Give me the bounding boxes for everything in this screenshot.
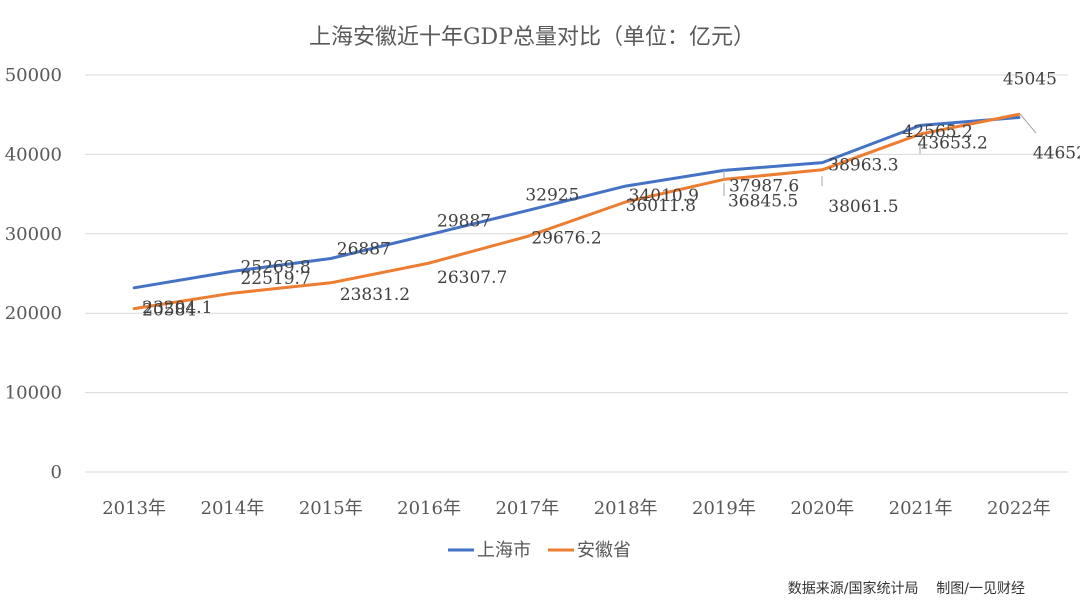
x-tick-label: 2016年: [397, 498, 461, 519]
data-label: 23831.2: [340, 285, 410, 305]
x-tick-label: 2022年: [987, 498, 1051, 519]
data-label: 38963.3: [828, 156, 898, 176]
data-label: 26307.7: [437, 268, 507, 288]
x-tick-label: 2015年: [299, 498, 363, 519]
label-leader-lines: [723, 113, 1037, 196]
data-labels: 23204.1 25269.8 26887 29887 32925 36011.8 3798…: [142, 69, 1080, 320]
data-label: 23204.1: [142, 298, 212, 318]
data-label: 43653.2: [918, 133, 988, 153]
y-tick-label: 20000: [5, 303, 62, 324]
grid-lines: [85, 74, 1068, 473]
y-tick-label: 10000: [5, 383, 62, 404]
legend: 上海市 安徽省: [448, 540, 631, 561]
chart-title: 上海安徽近十年GDP总量对比（单位：亿元）: [309, 25, 755, 50]
data-label: 26887: [337, 240, 391, 260]
y-tick-label: 0: [51, 462, 62, 483]
x-tick-label: 2014年: [201, 498, 265, 519]
data-label: 36845.5: [728, 191, 798, 211]
x-axis-ticks: 2013年 2014年 2015年 2016年 2017年 2018年 2019年 2020年…: [102, 498, 1051, 519]
data-label: 34010.9: [629, 186, 699, 206]
data-label: 37987.6: [729, 176, 799, 196]
x-tick-label: 2019年: [692, 498, 756, 519]
x-tick-label: 2021年: [889, 498, 953, 519]
data-label: 29676.2: [531, 228, 601, 248]
data-label: 20584: [142, 301, 196, 321]
data-label: 22519.7: [240, 269, 310, 289]
label-leader-line: [1019, 113, 1037, 134]
y-tick-label: 40000: [5, 144, 62, 165]
data-label: 38061.5: [828, 197, 898, 217]
data-label: 42565.2: [903, 122, 973, 142]
series-line-1: [132, 112, 1021, 311]
data-label: 29887: [437, 212, 491, 232]
y-tick-label: 30000: [5, 224, 62, 245]
data-label: 45045: [1003, 69, 1057, 89]
legend-label: 上海市: [477, 540, 531, 561]
data-label: 25269.8: [240, 257, 310, 277]
y-axis-ticks: 0 10000 20000 30000 40000 50000: [5, 65, 62, 483]
y-tick-label: 50000: [5, 65, 62, 86]
x-tick-label: 2013年: [102, 498, 166, 519]
series-lines: [132, 112, 1021, 311]
x-tick-label: 2018年: [594, 498, 658, 519]
data-label: 32925: [525, 186, 579, 206]
x-tick-label: 2017年: [495, 498, 559, 519]
source-note: 数据来源/国家统计局 制图/一见财经: [788, 580, 1025, 597]
data-label: 36011.8: [626, 196, 696, 216]
series-line-0: [132, 116, 1021, 290]
legend-label: 安徽省: [577, 540, 631, 561]
x-tick-label: 2020年: [790, 498, 854, 519]
